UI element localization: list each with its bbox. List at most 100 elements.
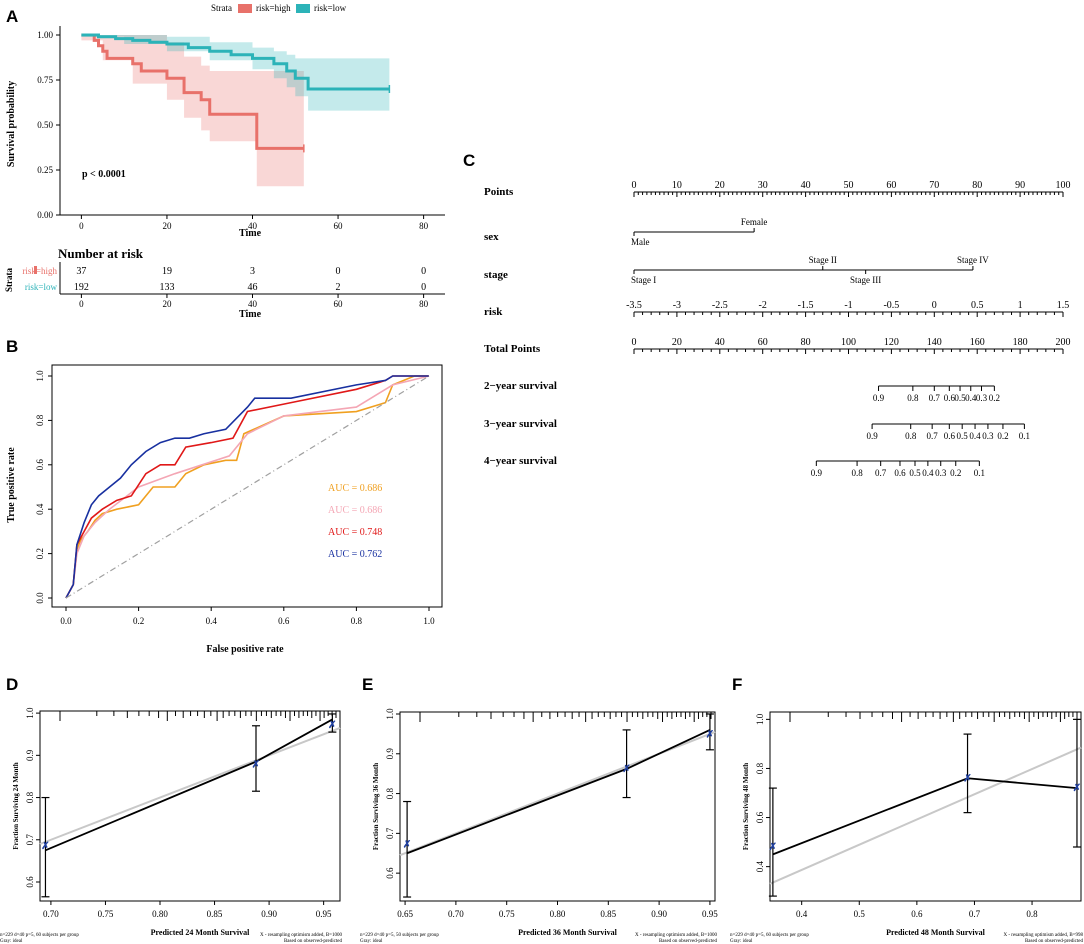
roc-curve — [65, 375, 430, 599]
auc-label: AUC = 0.762 — [328, 549, 382, 560]
scale-label: 200 — [1056, 337, 1071, 348]
x-axis-label: Predicted 24 Month Survival — [151, 928, 251, 937]
y-axis-label: True positive rate — [6, 447, 17, 523]
x-tick-label: 20 — [162, 221, 172, 231]
scale-label: 100 — [1056, 180, 1071, 191]
scale-label: 10 — [672, 180, 682, 191]
x-tick-label: 0.8 — [351, 616, 363, 626]
x-tick-label: 0.80 — [152, 909, 168, 919]
ideal-line — [769, 746, 1082, 885]
survival-tick-label: 0.2 — [997, 431, 1008, 441]
level-label: Stage IV — [957, 255, 989, 265]
panel-f-calibration: ✗ ✗ ✗ 0.4 0.5 0.6 0.7 0.8 0.4 0.6 0.8 1.0 Fraction S… — [730, 711, 1084, 944]
x-tick-label: 0.90 — [261, 909, 277, 919]
roc-curves — [65, 375, 430, 599]
nomogram-row-label: 4−year survival — [484, 455, 557, 467]
y-tick-label: 0.2 — [35, 548, 45, 559]
nomogram-row-label: 3−year survival — [484, 418, 557, 430]
footnote-right: X - resampling optimism added, B=998 — [1004, 933, 1084, 938]
x-tick-label: 0.0 — [60, 616, 72, 626]
x-axis-label: False positive rate — [206, 644, 284, 655]
calibration-point-marker: ✗ — [252, 760, 260, 771]
risk-table-label-high: risk=high — [22, 266, 57, 276]
survival-tick-label: 0.2 — [989, 393, 1000, 403]
survival-tick-label: 0.3 — [982, 431, 994, 441]
y-tick-label: 0.0 — [35, 592, 45, 604]
ci-band-risk-low — [81, 35, 390, 111]
calibration-point-marker: ✗ — [1073, 783, 1081, 794]
scale-label: 0 — [932, 300, 937, 311]
scale-label: 140 — [927, 337, 942, 348]
scale-label: 20 — [715, 180, 725, 191]
scale-label: -0.5 — [883, 300, 899, 311]
x-tick-label: 0.70 — [448, 909, 464, 919]
x-tick-label: 80 — [419, 221, 429, 231]
ci-band-risk-high — [81, 35, 304, 187]
risk-table-xlabel: Time — [239, 309, 262, 320]
roc-curve — [65, 375, 429, 599]
survival-tick-label: 0.1 — [974, 468, 985, 478]
survival-tick-label: 0.3 — [976, 393, 988, 403]
ideal-line — [39, 726, 341, 845]
survival-tick-label: 0.9 — [811, 468, 823, 478]
scale-label: 60 — [758, 337, 768, 348]
x-tick-label: 0.95 — [316, 909, 332, 919]
y-tick-label: 1.0 — [385, 708, 395, 720]
y-tick-label: 0.6 — [385, 867, 395, 879]
survival-tick-label: 0.8 — [851, 468, 863, 478]
y-tick-label: 0.9 — [25, 749, 35, 761]
survival-tick-label: 0.5 — [909, 468, 921, 478]
survival-tick-label: 0.5 — [954, 393, 966, 403]
x-tick-label: 0.5 — [854, 909, 866, 919]
y-tick-label: 0.6 — [755, 811, 765, 823]
risk-count: 192 — [74, 282, 89, 293]
scale-label: 120 — [884, 337, 899, 348]
roc-curve — [65, 375, 429, 599]
footnote-left: n=229 d=40 p=5, 50 subjects per group — [360, 933, 439, 938]
scale-label: 40 — [801, 180, 811, 191]
panel-letter-e: E — [362, 675, 373, 694]
scale-label: 40 — [715, 337, 725, 348]
scale-label: 30 — [758, 180, 768, 191]
legend-label-high: risk=high — [256, 3, 291, 13]
scale-label: -1.5 — [798, 300, 814, 311]
y-tick-label: 0.8 — [755, 762, 765, 774]
y-tick-label: 0.8 — [25, 791, 35, 803]
nomogram-row-label: risk — [484, 306, 503, 318]
survival-tick-label: 0.9 — [866, 431, 878, 441]
scale-label: 1.5 — [1057, 300, 1070, 311]
risk-count: 133 — [159, 282, 174, 293]
legend-swatch-low — [296, 4, 310, 13]
survival-tick-label: 0.5 — [957, 431, 969, 441]
y-tick-label: 0.00 — [37, 210, 53, 220]
axes: 0.0 0.2 0.4 0.6 0.8 1.0 0.0 0.2 0.4 0.6 0.8 1.0 — [35, 370, 435, 626]
scale-label: 0 — [632, 337, 637, 348]
x-tick-label: 0.7 — [969, 909, 981, 919]
legend-title: Strata — [211, 3, 232, 13]
x-axis: 0 20 40 60 80 — [79, 215, 429, 231]
scale-label: -3 — [673, 300, 681, 311]
x-tick-label: 1.0 — [423, 616, 435, 626]
survival-tick-label: 0.1 — [1019, 431, 1030, 441]
x-tick-label: 40 — [248, 221, 258, 231]
footnote-right: X - resampling optimism added, B=1000 — [635, 933, 717, 938]
x-tick-label: 0.70 — [43, 909, 59, 919]
diagonal-reference-line — [65, 375, 430, 599]
calibration-point-marker: ✗ — [706, 730, 714, 741]
y-tick-label: 0.6 — [35, 459, 45, 471]
footnote-right: X - resampling optimism added, B=1000 — [260, 933, 342, 938]
risk-x-tick-label: 40 — [248, 299, 258, 309]
y-tick-label: 0.4 — [755, 861, 765, 873]
y-axis-label: Survival probability — [6, 81, 17, 167]
footnote-right: Based on observed-predicted — [659, 939, 718, 944]
apparent-calibration-line — [45, 718, 333, 852]
scale-label: 80 — [972, 180, 982, 191]
y-axis-label: Fraction Surviving 36 Month — [372, 763, 380, 850]
y-tick-label: 0.9 — [385, 748, 395, 760]
x-tick-label: 0.95 — [702, 909, 718, 919]
scale-label: 160 — [970, 337, 985, 348]
x-tick-label: 0.6 — [278, 616, 290, 626]
panel-letter-f: F — [732, 675, 742, 694]
risk-table-counts: 37 19 3 0 0 192 133 46 2 0 — [74, 266, 426, 293]
